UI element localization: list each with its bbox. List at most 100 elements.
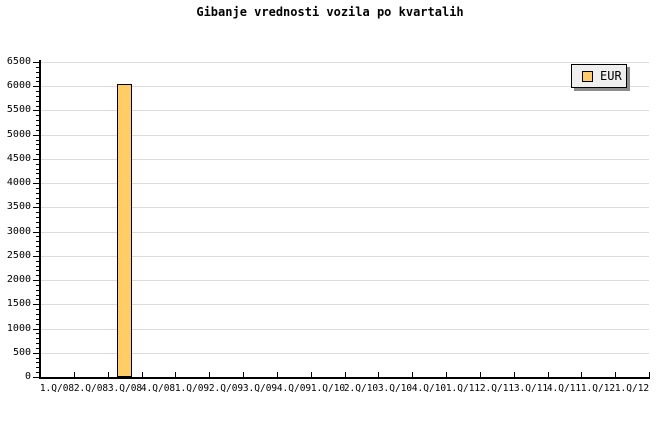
legend-label: EUR: [600, 69, 622, 83]
y-axis-tick-label: 500: [12, 347, 31, 358]
y-minor-tick: [36, 178, 40, 179]
y-axis-line: [39, 60, 41, 379]
x-axis-tick: [514, 372, 515, 377]
y-gridline: [41, 280, 649, 281]
y-minor-tick: [36, 106, 40, 107]
y-minor-tick: [36, 275, 40, 276]
y-minor-tick: [36, 91, 40, 92]
y-minor-tick: [36, 314, 40, 315]
y-axis-tick-label: 0: [24, 371, 31, 382]
legend-box: EUR: [571, 64, 627, 88]
y-minor-tick: [36, 77, 40, 78]
x-axis-tick-label: 1.Q/11: [445, 383, 481, 394]
y-minor-tick: [36, 149, 40, 150]
x-axis-tick-label: 3.Q/09: [242, 383, 278, 394]
y-minor-tick: [36, 338, 40, 339]
y-minor-tick: [36, 295, 40, 296]
x-axis-tick: [548, 372, 549, 377]
y-axis-tick-label: 1500: [6, 298, 31, 309]
y-minor-tick: [36, 333, 40, 334]
y-gridline: [41, 183, 649, 184]
y-minor-tick: [36, 67, 40, 68]
y-minor-tick: [36, 164, 40, 165]
y-minor-tick: [36, 251, 40, 252]
y-major-tick: [33, 232, 40, 233]
y-minor-tick: [36, 212, 40, 213]
y-minor-tick: [36, 188, 40, 189]
y-axis-tick-label: 6000: [6, 80, 31, 91]
x-axis-tick-label: 4.Q/09: [276, 383, 312, 394]
y-minor-tick: [36, 203, 40, 204]
y-major-tick: [33, 207, 40, 208]
y-minor-tick: [36, 285, 40, 286]
y-gridline: [41, 304, 649, 305]
x-axis-tick-label: 3.Q/11: [513, 383, 549, 394]
y-axis-tick-label: 2500: [6, 250, 31, 261]
y-minor-tick: [36, 261, 40, 262]
x-axis-tick-label: 2.Q/08: [73, 383, 109, 394]
y-minor-tick: [36, 120, 40, 121]
y-axis-tick-label: 3000: [6, 226, 31, 237]
y-minor-tick: [36, 173, 40, 174]
x-axis-tick-label: 3.Q/08: [107, 383, 143, 394]
x-axis-tick-label: 4.Q/10: [411, 383, 447, 394]
y-gridline: [41, 353, 649, 354]
y-axis-tick-label: 4500: [6, 153, 31, 164]
y-gridline: [41, 159, 649, 160]
y-minor-tick: [36, 217, 40, 218]
y-minor-tick: [36, 198, 40, 199]
y-minor-tick: [36, 270, 40, 271]
y-minor-tick: [36, 246, 40, 247]
y-axis-tick-label: 5000: [6, 129, 31, 140]
y-minor-tick: [36, 324, 40, 325]
chart-title: Gibanje vrednosti vozila po kvartalih: [196, 5, 464, 19]
x-axis-tick-label: 3.Q/10: [377, 383, 413, 394]
y-minor-tick: [36, 241, 40, 242]
y-axis-tick-label: 5500: [6, 104, 31, 115]
y-minor-tick: [36, 319, 40, 320]
y-minor-tick: [36, 372, 40, 373]
x-axis-tick-label: 1.Q/09: [174, 383, 210, 394]
x-axis-tick: [649, 372, 650, 377]
y-minor-tick: [36, 266, 40, 267]
y-minor-tick: [36, 154, 40, 155]
x-axis-tick: [243, 372, 244, 377]
y-minor-tick: [36, 222, 40, 223]
y-minor-tick: [36, 101, 40, 102]
y-major-tick: [33, 377, 40, 378]
y-major-tick: [33, 329, 40, 330]
y-minor-tick: [36, 144, 40, 145]
x-axis-tick: [345, 372, 346, 377]
x-axis-tick: [311, 372, 312, 377]
y-minor-tick: [36, 236, 40, 237]
y-major-tick: [33, 183, 40, 184]
y-gridline: [41, 232, 649, 233]
x-axis-tick: [108, 372, 109, 377]
y-gridline: [41, 135, 649, 136]
y-minor-tick: [36, 72, 40, 73]
y-minor-tick: [36, 115, 40, 116]
bar-3.Q/08: [117, 84, 132, 377]
x-axis-tick-label: 2.Q/11: [479, 383, 515, 394]
y-major-tick: [33, 110, 40, 111]
x-axis-tick: [581, 372, 582, 377]
y-gridline: [41, 62, 649, 63]
x-axis-tick-label: 2.Q/09: [208, 383, 244, 394]
x-axis-tick: [277, 372, 278, 377]
y-minor-tick: [36, 299, 40, 300]
y-gridline: [41, 329, 649, 330]
y-major-tick: [33, 62, 40, 63]
legend-swatch-icon: [582, 70, 593, 82]
y-minor-tick: [36, 81, 40, 82]
y-gridline: [41, 86, 649, 87]
x-axis-line: [39, 377, 650, 379]
y-minor-tick: [36, 125, 40, 126]
y-major-tick: [33, 86, 40, 87]
y-gridline: [41, 256, 649, 257]
y-minor-tick: [36, 358, 40, 359]
y-axis-tick-label: 2000: [6, 274, 31, 285]
x-axis-tick: [74, 372, 75, 377]
y-minor-tick: [36, 96, 40, 97]
